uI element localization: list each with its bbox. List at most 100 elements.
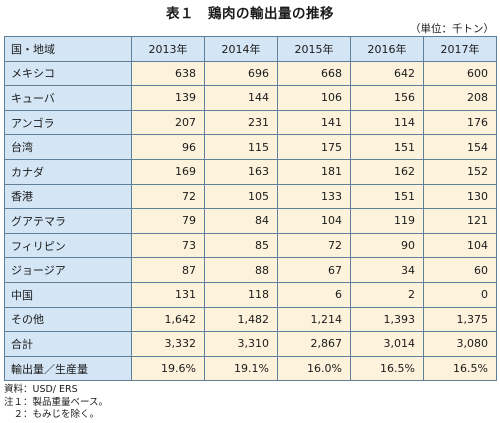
value-cell: 104 <box>277 208 351 234</box>
row-label: 中国 <box>4 281 132 308</box>
value-cell: 144 <box>204 85 278 111</box>
value-cell: 162 <box>350 158 424 185</box>
value-cell: 151 <box>350 183 424 210</box>
unit-label: （単位：千トン） <box>410 23 494 35</box>
table-row: 台湾 96 115 175 151 154 <box>4 134 497 160</box>
table-row: 輸出量／生産量 19.6% 19.1% 16.0% 16.5% 16.5% <box>4 355 497 382</box>
table-body: メキシコ 638 696 668 642 600 キューバ 139 144 106 156 208 アン… <box>4 60 497 382</box>
value-cell: 79 <box>131 208 205 234</box>
value-cell: 121 <box>423 208 497 234</box>
value-cell: 105 <box>204 183 278 210</box>
column-header-region: 国・地域 <box>4 36 132 62</box>
value-cell: 176 <box>423 109 497 136</box>
value-cell: 3,014 <box>350 331 424 357</box>
value-cell: 73 <box>131 232 205 259</box>
value-cell: 6 <box>277 281 351 308</box>
value-cell: 139 <box>131 85 205 111</box>
column-header-year: 2016年 <box>350 36 424 62</box>
value-cell: 1,642 <box>131 306 205 333</box>
value-cell: 34 <box>350 257 424 283</box>
row-label: フィリピン <box>4 232 132 259</box>
value-cell: 72 <box>131 183 205 210</box>
column-header-year: 2014年 <box>204 36 278 62</box>
row-label: アンゴラ <box>4 109 132 136</box>
value-cell: 1,375 <box>423 306 497 333</box>
table-row: カナダ 169 163 181 162 152 <box>4 158 497 185</box>
value-cell: 104 <box>423 232 497 259</box>
value-cell: 1,482 <box>204 306 278 333</box>
value-cell: 2,867 <box>277 331 351 357</box>
table-row: ジョージア 87 88 67 34 60 <box>4 257 497 283</box>
value-cell: 231 <box>204 109 278 136</box>
value-cell: 156 <box>350 85 424 111</box>
value-cell: 72 <box>277 232 351 259</box>
value-cell: 19.1% <box>204 355 278 382</box>
row-label: キューバ <box>4 85 132 111</box>
value-cell: 1,393 <box>350 306 424 333</box>
value-cell: 3,332 <box>131 331 205 357</box>
table-row: 香港 72 105 133 151 130 <box>4 183 497 210</box>
table-title: 表１ 鶏肉の輸出量の推移 <box>166 6 334 22</box>
value-cell: 638 <box>131 60 205 87</box>
table-row: フィリピン 73 85 72 90 104 <box>4 232 497 259</box>
value-cell: 106 <box>277 85 351 111</box>
value-cell: 2 <box>350 281 424 308</box>
value-cell: 119 <box>350 208 424 234</box>
value-cell: 131 <box>131 281 205 308</box>
row-label: カナダ <box>4 158 132 185</box>
value-cell: 115 <box>204 134 278 160</box>
value-cell: 141 <box>277 109 351 136</box>
footnote: ２：もみじを除く。 <box>4 409 100 420</box>
table-row: その他 1,642 1,482 1,214 1,393 1,375 <box>4 306 497 333</box>
row-label: 輸出量／生産量 <box>4 355 132 382</box>
value-cell: 84 <box>204 208 278 234</box>
table-header-row: 国・地域 2013年 2014年 2015年 2016年 2017年 <box>4 36 497 62</box>
value-cell: 181 <box>277 158 351 185</box>
value-cell: 16.0% <box>277 355 351 382</box>
row-label: ジョージア <box>4 257 132 283</box>
value-cell: 207 <box>131 109 205 136</box>
value-cell: 169 <box>131 158 205 185</box>
value-cell: 130 <box>423 183 497 210</box>
row-label: 合計 <box>4 331 132 357</box>
value-cell: 3,080 <box>423 331 497 357</box>
table-row: 合計 3,332 3,310 2,867 3,014 3,080 <box>4 331 497 357</box>
export-volume-table: 国・地域 2013年 2014年 2015年 2016年 2017年 メキシコ 6… <box>4 36 497 382</box>
value-cell: 175 <box>277 134 351 160</box>
value-cell: 60 <box>423 257 497 283</box>
table-row: アンゴラ 207 231 141 114 176 <box>4 109 497 136</box>
footnote: 注１：製品重量ベース。 <box>4 396 109 408</box>
column-header-year: 2013年 <box>131 36 205 62</box>
value-cell: 114 <box>350 109 424 136</box>
column-header-year: 2015年 <box>277 36 351 62</box>
value-cell: 96 <box>131 134 205 160</box>
value-cell: 90 <box>350 232 424 259</box>
table-row: グアテマラ 79 84 104 119 121 <box>4 208 497 234</box>
value-cell: 1,214 <box>277 306 351 333</box>
table-row: メキシコ 638 696 668 642 600 <box>4 60 497 87</box>
value-cell: 642 <box>350 60 424 87</box>
table-notes: 資料：USD/ ERS 注１：製品重量ベース。 ２：もみじを除く。 <box>4 384 108 422</box>
value-cell: 151 <box>350 134 424 160</box>
value-cell: 668 <box>277 60 351 87</box>
row-label: グアテマラ <box>4 208 132 234</box>
value-cell: 600 <box>423 60 497 87</box>
value-cell: 19.6% <box>131 355 205 382</box>
value-cell: 88 <box>204 257 278 283</box>
column-header-year: 2017年 <box>423 36 497 62</box>
row-label: メキシコ <box>4 60 132 87</box>
value-cell: 163 <box>204 158 278 185</box>
value-cell: 85 <box>204 232 278 259</box>
row-label: 台湾 <box>4 134 132 160</box>
value-cell: 16.5% <box>350 355 424 382</box>
value-cell: 16.5% <box>423 355 497 382</box>
value-cell: 152 <box>423 158 497 185</box>
value-cell: 3,310 <box>204 331 278 357</box>
row-label: 香港 <box>4 183 132 210</box>
table-row: 中国 131 118 6 2 0 <box>4 281 497 308</box>
table-row: キューバ 139 144 106 156 208 <box>4 85 497 111</box>
value-cell: 67 <box>277 257 351 283</box>
value-cell: 118 <box>204 281 278 308</box>
value-cell: 696 <box>204 60 278 87</box>
value-cell: 133 <box>277 183 351 210</box>
